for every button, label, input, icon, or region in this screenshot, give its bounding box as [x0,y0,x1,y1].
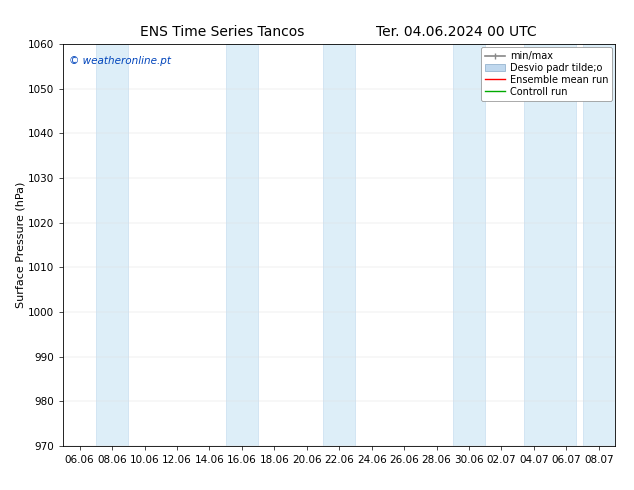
Y-axis label: Surface Pressure (hPa): Surface Pressure (hPa) [15,182,25,308]
Bar [453,44,485,446]
Bar [226,44,258,446]
Bar [524,44,576,446]
Bar [583,44,615,446]
Text: ENS Time Series Tancos: ENS Time Series Tancos [139,24,304,39]
Legend: min/max, Desvio padr tilde;o, Ensemble mean run, Controll run: min/max, Desvio padr tilde;o, Ensemble m… [481,47,612,100]
Bar [323,44,356,446]
Text: Ter. 04.06.2024 00 UTC: Ter. 04.06.2024 00 UTC [376,24,537,39]
Bar [96,44,128,446]
Text: © weatheronline.pt: © weatheronline.pt [69,56,171,66]
